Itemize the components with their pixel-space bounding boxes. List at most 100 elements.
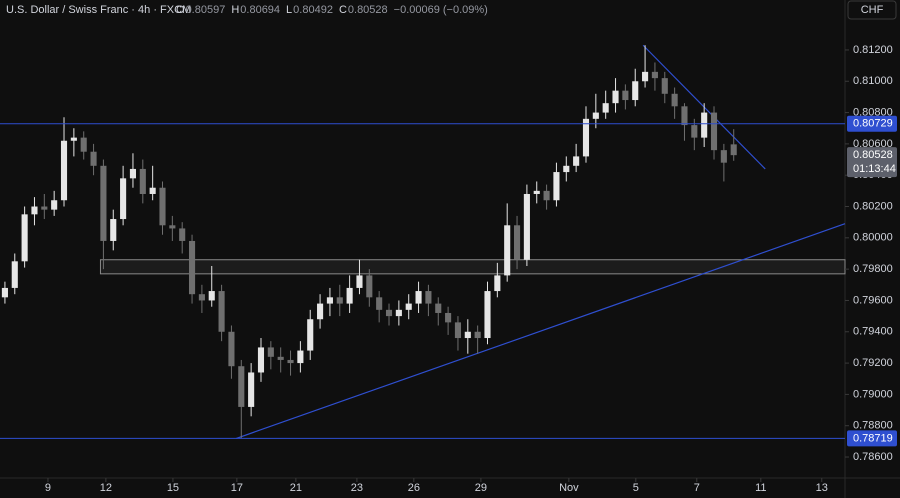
x-tick-label: 21 [290, 482, 302, 494]
plot [1, 44, 846, 439]
candle-body [563, 165, 570, 173]
candle-body [454, 322, 462, 339]
candle-body [691, 125, 698, 138]
x-tick-label: 5 [633, 482, 639, 494]
candle-body [110, 219, 117, 241]
y-tick-label: 0.80600 [853, 138, 893, 150]
legend-value: 0.80528 [348, 4, 388, 16]
support-zone [99, 259, 846, 275]
x-tick-label: 11 [755, 482, 766, 494]
legend-change: −0.00069 (−0.09%) [394, 4, 488, 16]
x-tick-label: Nov [559, 482, 579, 494]
ohlc-legend: O 0.80597 H 0.80694 L 0.80492 C 0.80528 −0.00069… [176, 4, 488, 16]
last-price-tag [847, 147, 897, 178]
legend-value: 0.80694 [240, 4, 280, 16]
candle-body [553, 172, 560, 201]
legend-key: H [231, 4, 239, 16]
chart-title: U.S. Dollar / Swiss Franc · 4h · FXCM [6, 4, 191, 16]
candle-body [602, 103, 609, 113]
x-tick-label: 9 [45, 482, 51, 494]
candle-body [632, 81, 639, 101]
candle-body [188, 240, 196, 295]
candle-body [405, 303, 412, 310]
candle-body [642, 71, 649, 82]
y-tick-label: 0.81200 [853, 44, 893, 56]
candle-body [100, 165, 107, 241]
candle-body [612, 90, 619, 104]
candle-body [228, 331, 235, 367]
y-tick-label: 0.79600 [853, 294, 893, 306]
candle-body [1, 287, 8, 298]
candle-body [248, 372, 255, 407]
candle-body [730, 144, 737, 156]
y-tick-label: 0.80800 [853, 106, 893, 118]
candle-body [238, 366, 245, 407]
candle-body [208, 291, 215, 301]
trendline [236, 223, 846, 439]
candle-body [159, 187, 166, 226]
level-label: 0.78719 [853, 432, 893, 444]
legend-value: 0.80597 [186, 4, 226, 16]
candle-body [573, 156, 580, 166]
y-tick-label: 0.78800 [853, 420, 893, 432]
candle-body [415, 291, 422, 304]
candle-body [671, 93, 678, 107]
candle-body [120, 178, 127, 220]
candle-body [425, 291, 432, 304]
currency-label[interactable]: CHF [861, 4, 884, 16]
candle-body [523, 193, 530, 260]
last-price-label: 0.80528 [853, 149, 893, 161]
y-tick-label: 0.81000 [853, 75, 893, 87]
x-tick-label: 15 [167, 482, 179, 494]
candle-body [198, 294, 205, 301]
candle-body [277, 356, 284, 360]
candle-body [31, 206, 38, 215]
candle-body [661, 78, 668, 94]
candle-body [326, 297, 333, 304]
candle-body [11, 261, 18, 288]
candle-body [681, 106, 688, 126]
candle-body [356, 275, 363, 288]
candle-body [21, 214, 28, 262]
candle-body [90, 151, 97, 166]
y-tick-label: 0.80200 [853, 200, 893, 212]
x-tick-label: 23 [351, 482, 363, 494]
candle-body [41, 206, 48, 210]
candle-body [376, 297, 383, 310]
candle-body [720, 150, 727, 163]
candle-body [395, 309, 402, 317]
candle-body [60, 140, 68, 201]
candle-body [622, 90, 629, 101]
candle-body [701, 112, 708, 138]
candle-body [710, 112, 718, 151]
candle-body [592, 112, 599, 119]
candle-body [169, 225, 176, 229]
legend-key: L [286, 4, 292, 16]
candle-body [257, 347, 265, 373]
legend-key: C [339, 4, 347, 16]
y-tick-label: 0.79800 [853, 263, 893, 275]
candle-body [179, 228, 186, 241]
candle-body [513, 225, 521, 260]
countdown-label: 01:13:44 [853, 163, 896, 175]
x-tick-label: 12 [100, 482, 112, 494]
currency-button[interactable] [847, 0, 897, 20]
candle-body [474, 331, 481, 339]
candle-body [366, 275, 373, 298]
candle-body [51, 200, 58, 210]
candle-body [149, 187, 156, 194]
candle-body [297, 350, 304, 364]
y-tick-label: 0.80000 [853, 232, 893, 244]
x-tick-label: 26 [408, 482, 420, 494]
candle-body [80, 137, 87, 152]
level-tag [847, 115, 897, 132]
y-tick-label: 0.79200 [853, 357, 893, 369]
x-tick-label: 13 [816, 482, 828, 494]
candle-body [287, 359, 294, 364]
level-label: 0.80729 [853, 118, 893, 130]
candle-body [533, 190, 540, 194]
x-tick-label: 7 [694, 482, 700, 494]
candle-body [218, 291, 225, 332]
